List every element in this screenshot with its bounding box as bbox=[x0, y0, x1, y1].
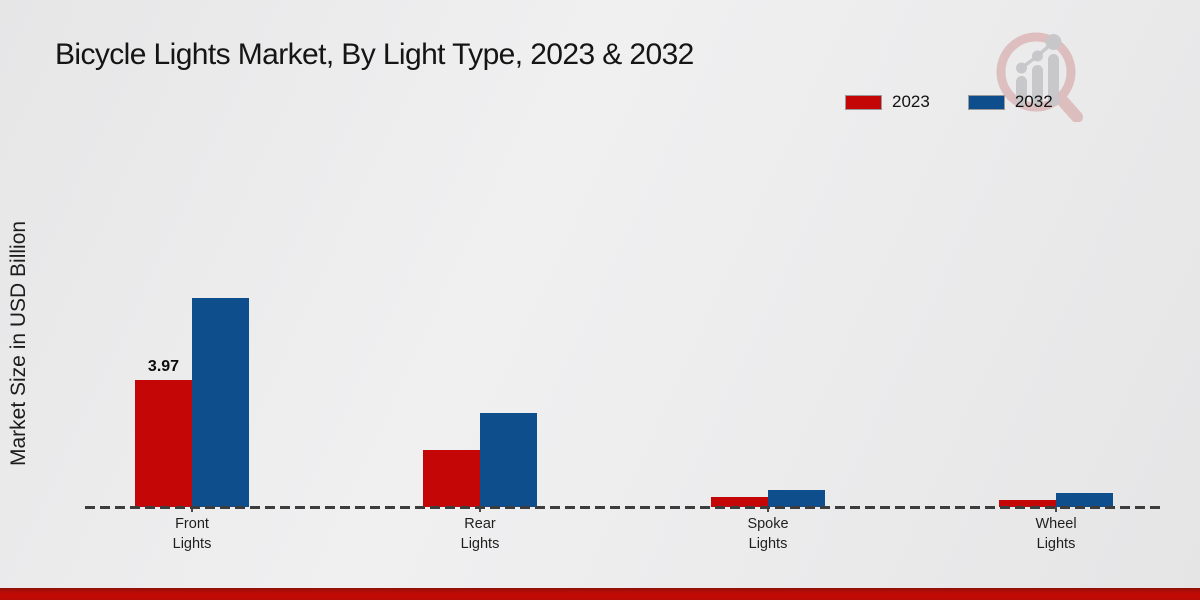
x-axis-label-wheel-lights: Wheel Lights bbox=[1035, 516, 1077, 552]
footer-brand-band bbox=[0, 588, 1200, 600]
legend-item-2023: 2023 bbox=[845, 92, 930, 112]
bar-2023-wheel-lights bbox=[999, 500, 1056, 507]
legend-label-2032: 2032 bbox=[1014, 92, 1053, 111]
x-axis-label-spoke-lights: Spoke Lights bbox=[747, 516, 789, 552]
x-axis-tick-front-lights bbox=[191, 507, 193, 512]
y-axis-title: Market Size in USD Billion bbox=[7, 220, 30, 466]
chart-title: Bicycle Lights Market, By Light Type, 20… bbox=[55, 38, 694, 71]
legend-swatch-2032-icon bbox=[967, 94, 1005, 110]
bar-2032-wheel-lights bbox=[1056, 493, 1113, 507]
legend-label-2023: 2023 bbox=[892, 92, 930, 111]
bar-2032-rear-lights bbox=[480, 413, 537, 507]
x-axis-tick-wheel-lights bbox=[1055, 507, 1057, 512]
legend: 2023 2032 bbox=[845, 92, 1053, 112]
x-axis-line bbox=[85, 506, 1163, 509]
bar-2023-rear-lights bbox=[423, 450, 480, 507]
x-axis-label-rear-lights: Rear Lights bbox=[460, 516, 500, 552]
data-label-2023-front-lights: 3.97 bbox=[147, 358, 180, 375]
x-axis-tick-spoke-lights bbox=[767, 507, 769, 512]
x-axis-label-front-lights: Front Lights bbox=[172, 516, 212, 552]
legend-item-2032: 2032 bbox=[967, 92, 1053, 112]
bar-2023-front-lights bbox=[135, 380, 192, 507]
bar-2032-front-lights bbox=[192, 298, 249, 507]
bar-2023-spoke-lights bbox=[711, 497, 768, 507]
x-axis-tick-rear-lights bbox=[479, 507, 481, 512]
bar-2032-spoke-lights bbox=[768, 490, 825, 507]
legend-swatch-2023-icon bbox=[845, 94, 882, 110]
magnifier-growth-chart-logo-icon bbox=[988, 26, 1088, 123]
